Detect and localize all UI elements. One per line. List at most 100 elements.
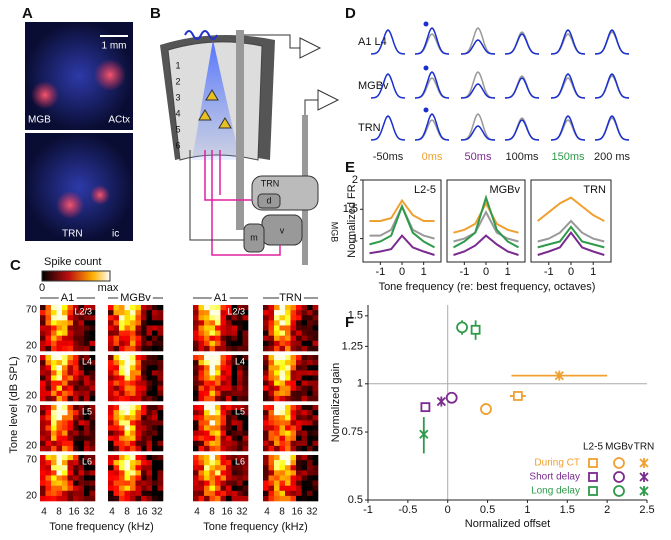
heatmap-cell: [89, 340, 96, 347]
heatmap-cell: [285, 460, 291, 466]
heatmap-cell: [84, 490, 90, 497]
x-tick-label: 16: [291, 507, 303, 518]
psth-trace: [594, 117, 630, 141]
heatmap-cell: [108, 385, 114, 392]
psth-trace: [460, 71, 496, 99]
heatmap-cell: [226, 345, 232, 352]
heatmap-cell: [119, 420, 125, 426]
x-tick-label: 1: [524, 504, 530, 516]
heatmap-cell: [301, 380, 308, 386]
heatmap-cell: [124, 340, 131, 347]
heatmap-cell: [198, 305, 205, 311]
heatmap-cell: [237, 440, 243, 447]
heatmap-cell: [62, 395, 68, 402]
heatmap-cell: [78, 365, 85, 371]
heatmap-cell: [215, 405, 221, 411]
heatmap-cell: [307, 470, 313, 476]
heatmap-cell: [307, 465, 313, 471]
heatmap-cell: [45, 310, 52, 316]
y-tick-label: 1: [352, 232, 358, 244]
heatmap-cell: [237, 330, 243, 336]
heatmap-cell: [231, 420, 238, 426]
heatmap-cell: [78, 325, 85, 331]
heatmap-cell: [62, 480, 68, 486]
heatmap-cell: [157, 440, 164, 447]
heatmap-cell: [130, 480, 136, 486]
heatmap-cell: [45, 330, 52, 336]
heatmap-cell: [51, 490, 57, 497]
heatmap-cell: [204, 360, 210, 366]
heatmap-cell: [84, 360, 90, 366]
heatmap-cell: [119, 425, 125, 431]
legend-column: L2-5: [583, 442, 603, 453]
heatmap-cell: [67, 435, 74, 442]
heatmap-cell: [146, 490, 153, 497]
heatmap-cell: [312, 305, 319, 311]
heatmap-cell: [215, 410, 221, 416]
heatmap-cell: [157, 435, 164, 442]
heatmap-cell: [285, 435, 291, 442]
heatmap-cell: [152, 385, 158, 392]
heatmap-cell: [157, 345, 164, 352]
heatmap-cell: [141, 370, 147, 376]
heatmap-cell: [296, 430, 302, 436]
heatmap-cell: [215, 360, 221, 366]
heatmap-cell: [89, 395, 96, 402]
tuning-curve: [537, 225, 605, 249]
heatmap-cell: [274, 480, 280, 486]
heatmap-cell: [226, 405, 232, 411]
heatmap-cell: [209, 315, 216, 321]
heatmap-cell: [290, 445, 297, 452]
heatmap-cell: [67, 405, 74, 411]
heatmap-cell: [193, 435, 199, 442]
heatmap-cell: [73, 495, 79, 502]
x-tick-label: 1.5: [560, 504, 575, 516]
heatmap-cell: [108, 430, 114, 436]
x-tick-label: 2.5: [639, 504, 654, 516]
heatmap-cell: [231, 395, 238, 402]
heatmap-cell: [296, 475, 302, 481]
heatmap-cell: [301, 440, 308, 447]
heatmap-cell: [146, 360, 153, 366]
heatmap-cell: [108, 460, 114, 466]
heatmap-cell: [73, 370, 79, 376]
heatmap-cell: [113, 425, 120, 431]
heatmap-cell: [296, 485, 302, 492]
heatmap-cell: [237, 405, 243, 411]
heatmap-cell: [119, 305, 125, 311]
heatmap-cell: [204, 380, 210, 386]
heatmap-cell: [296, 310, 302, 316]
heatmap-cell: [231, 405, 238, 411]
heatmap-cell: [193, 390, 199, 397]
marker: [639, 472, 649, 482]
heatmap-cell: [242, 425, 249, 431]
heatmap-cell: [40, 330, 46, 336]
heatmap-cell: [141, 490, 147, 497]
heatmap-cell: [73, 430, 79, 436]
heatmap-cell: [146, 365, 153, 371]
heatmap-cell: [84, 420, 90, 426]
heatmap-cell: [51, 310, 57, 316]
heatmap-cell: [263, 405, 269, 411]
heatmap-cell: [40, 305, 46, 311]
heatmap-cell: [89, 475, 96, 481]
heatmap-cell: [226, 380, 232, 386]
heatmap-cell: [108, 365, 114, 371]
heatmap-cell: [146, 495, 153, 502]
heatmap-cell: [135, 440, 142, 447]
heatmap-cell: [78, 425, 85, 431]
heatmap-cell: [45, 470, 52, 476]
marker: [588, 486, 598, 496]
heatmap-cell: [237, 410, 243, 416]
heatmap-cell: [209, 470, 216, 476]
heatmap-cell: [62, 465, 68, 471]
heatmap-cell: [113, 405, 120, 411]
heatmap-cell: [113, 355, 120, 361]
heatmap-cell: [301, 385, 308, 392]
heatmap-cell: [119, 495, 125, 502]
heatmap-cell: [108, 425, 114, 431]
heatmap-cell: [130, 490, 136, 497]
heatmap-cell: [51, 320, 57, 326]
heatmap-cell: [119, 370, 125, 376]
heatmap-cell: [279, 345, 286, 352]
